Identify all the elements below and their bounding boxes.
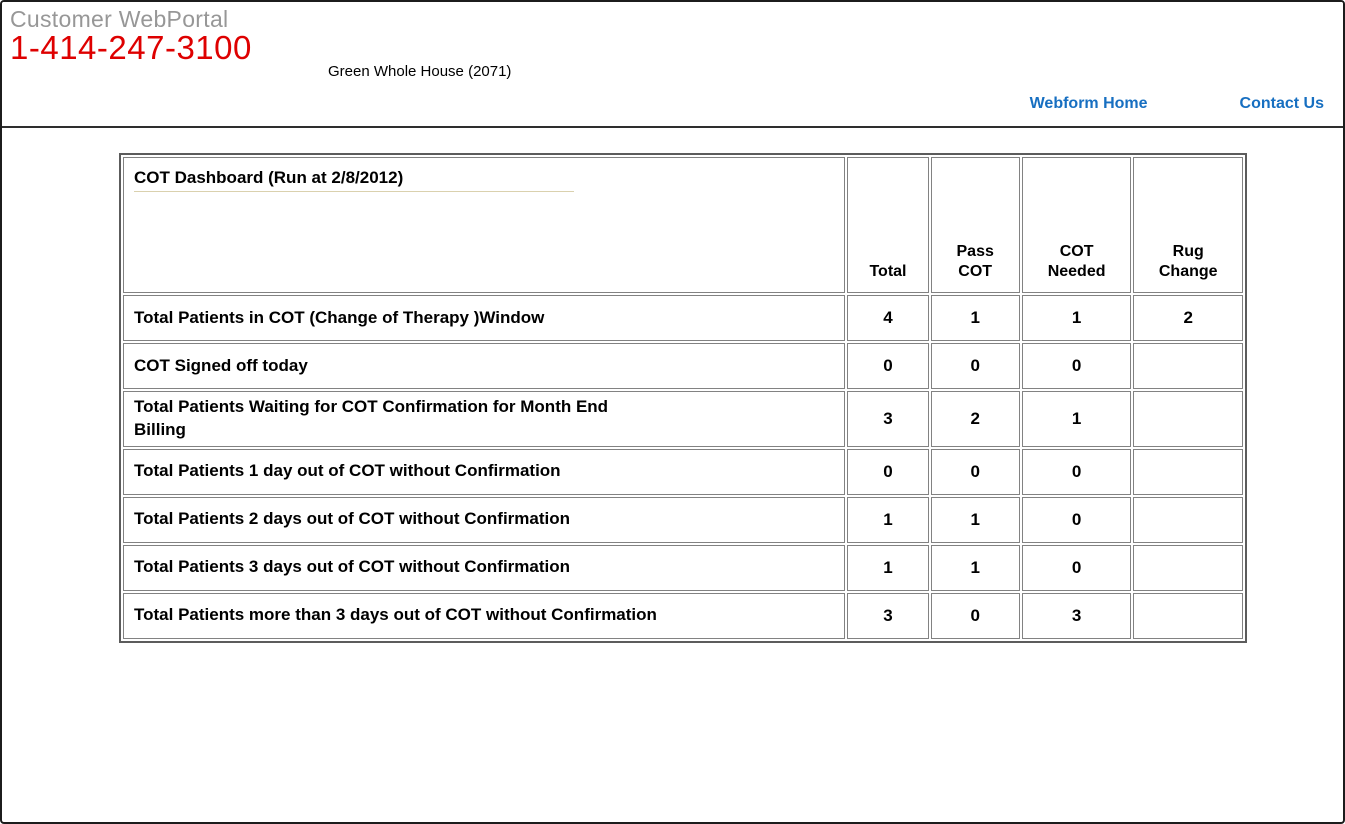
cot-needed-value: 1 bbox=[1021, 391, 1132, 447]
column-header-cot-needed: COT Needed bbox=[1021, 157, 1132, 293]
pass-cot-value: 0 bbox=[930, 343, 1020, 389]
total-value: 3 bbox=[847, 592, 929, 639]
column-header-total: Total bbox=[847, 157, 929, 293]
dashboard-title-cell: COT Dashboard (Run at 2/8/2012) bbox=[123, 157, 846, 293]
rug-change-value: 2 bbox=[1133, 295, 1243, 341]
portal-title: Customer WebPortal bbox=[10, 6, 229, 32]
total-value: 0 bbox=[847, 343, 929, 389]
facility-name: Green Whole House (2071) bbox=[328, 63, 512, 80]
row-label: Total Patients in COT (Change of Therapy… bbox=[123, 295, 846, 341]
rug-change-value bbox=[1133, 343, 1243, 389]
column-header-pass-cot: Pass COT bbox=[930, 157, 1020, 293]
row-label: Total Patients 1 day out of COT without … bbox=[123, 448, 846, 495]
dashboard-table-body: Total Patients in COT (Change of Therapy… bbox=[123, 295, 1243, 639]
pass-cot-value: 1 bbox=[930, 544, 1020, 591]
total-value: 1 bbox=[847, 544, 929, 591]
row-label: Total Patients 3 days out of COT without… bbox=[123, 544, 846, 591]
row-label: Total Patients 2 days out of COT without… bbox=[123, 496, 846, 543]
table-row: COT Signed off today 0 0 0 bbox=[123, 343, 1243, 389]
total-value: 0 bbox=[847, 448, 929, 495]
cot-needed-value: 0 bbox=[1021, 343, 1132, 389]
table-row: Total Patients 3 days out of COT without… bbox=[123, 544, 1243, 591]
rug-change-value bbox=[1133, 592, 1243, 639]
table-row: Total Patients 1 day out of COT without … bbox=[123, 448, 1243, 495]
header-nav: Webform Home Contact Us bbox=[1030, 95, 1324, 113]
rug-change-value bbox=[1133, 544, 1243, 591]
table-row: Total Patients in COT (Change of Therapy… bbox=[123, 295, 1243, 341]
cot-dashboard-table: COT Dashboard (Run at 2/8/2012) Total Pas… bbox=[119, 153, 1247, 643]
row-label: Total Patients more than 3 days out of C… bbox=[123, 592, 846, 639]
cot-needed-value: 0 bbox=[1021, 496, 1132, 543]
cot-needed-value: 3 bbox=[1021, 592, 1132, 639]
total-value: 3 bbox=[847, 391, 929, 447]
row-label: Total Patients Waiting for COT Confirmat… bbox=[123, 391, 846, 447]
table-row: Total Patients more than 3 days out of C… bbox=[123, 592, 1243, 639]
total-value: 4 bbox=[847, 295, 929, 341]
cot-needed-value: 0 bbox=[1021, 544, 1132, 591]
rug-change-value bbox=[1133, 391, 1243, 447]
pass-cot-value: 1 bbox=[930, 295, 1020, 341]
pass-cot-value: 2 bbox=[930, 391, 1020, 447]
rug-change-value bbox=[1133, 448, 1243, 495]
pass-cot-value: 0 bbox=[930, 448, 1020, 495]
pass-cot-value: 1 bbox=[930, 496, 1020, 543]
dashboard-table-container: COT Dashboard (Run at 2/8/2012) Total Pas… bbox=[119, 153, 1247, 643]
table-row: Total Patients 2 days out of COT without… bbox=[123, 496, 1243, 543]
contact-us-link[interactable]: Contact Us bbox=[1239, 95, 1324, 112]
page-header: Customer WebPortal 1-414-247-3100 Green … bbox=[2, 2, 1343, 128]
table-header-row: COT Dashboard (Run at 2/8/2012) Total Pas… bbox=[123, 157, 1243, 293]
support-phone-number: 1-414-247-3100 bbox=[10, 29, 252, 66]
pass-cot-value: 0 bbox=[930, 592, 1020, 639]
column-header-rug-change: Rug Change bbox=[1133, 157, 1243, 293]
webform-home-link[interactable]: Webform Home bbox=[1029, 95, 1148, 112]
cot-needed-value: 1 bbox=[1021, 295, 1132, 341]
rug-change-value bbox=[1133, 496, 1243, 543]
cot-needed-value: 0 bbox=[1021, 448, 1132, 495]
dashboard-title: COT Dashboard (Run at 2/8/2012) bbox=[134, 168, 574, 192]
table-row: Total Patients Waiting for COT Confirmat… bbox=[123, 391, 1243, 447]
row-label: COT Signed off today bbox=[123, 343, 846, 389]
total-value: 1 bbox=[847, 496, 929, 543]
